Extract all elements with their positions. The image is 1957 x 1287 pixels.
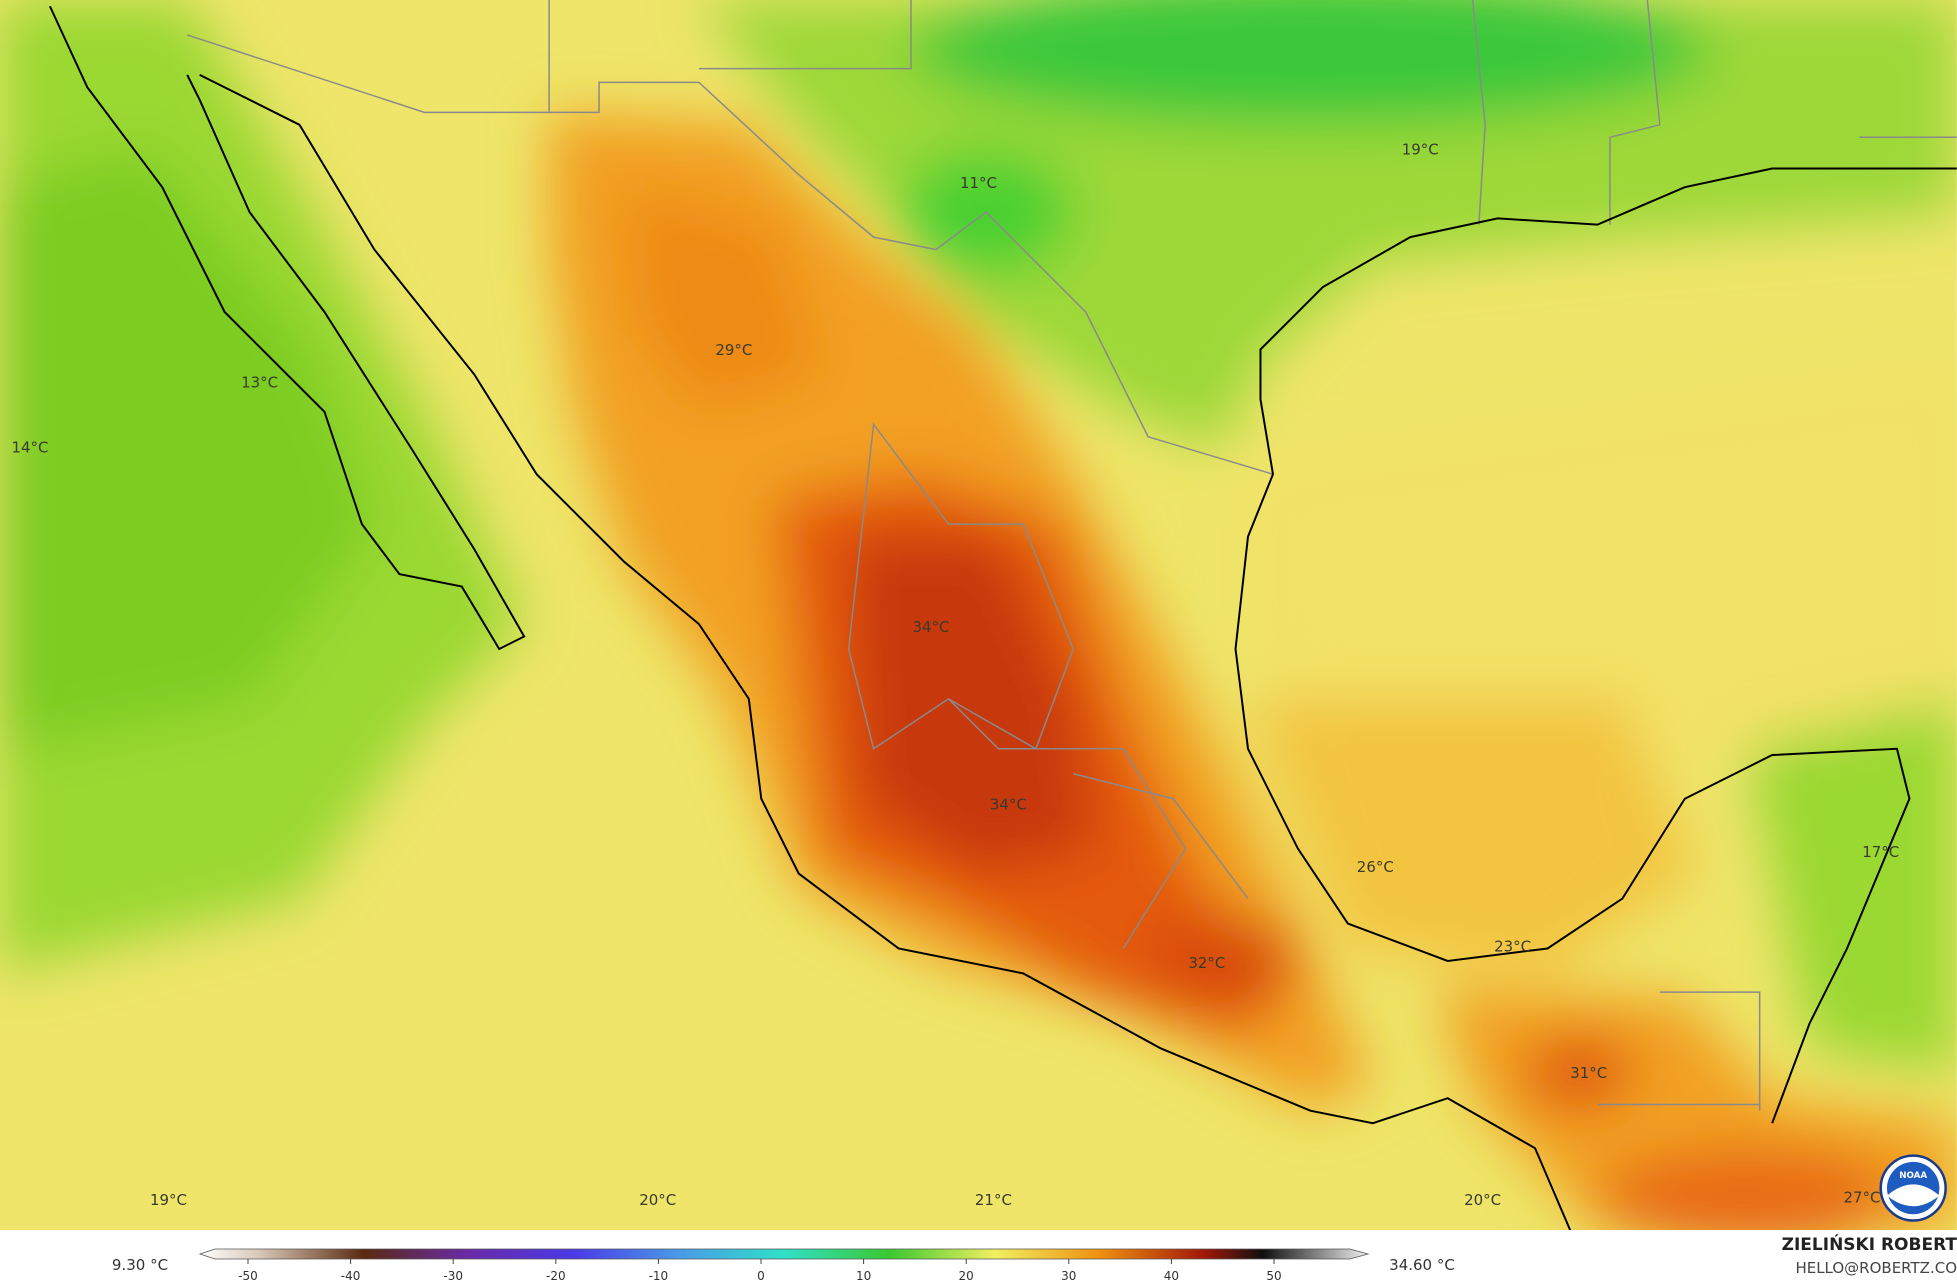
- temp-label: 19°C: [1402, 140, 1439, 158]
- temp-label: 11°C: [960, 174, 997, 192]
- temp-label: 29°C: [715, 341, 752, 359]
- temp-label: 34°C: [990, 795, 1027, 813]
- credit-name: ZIELIŃSKI ROBERT: [1782, 1233, 1957, 1255]
- colorbar-tick-label: 30: [1061, 1269, 1076, 1283]
- colorbar-tick-label: 10: [856, 1269, 871, 1283]
- colorbar-tick-label: 50: [1266, 1269, 1281, 1283]
- borders: [186, 0, 1957, 1111]
- temp-label: 23°C: [1494, 938, 1531, 956]
- colorbar-tick-label: -10: [649, 1269, 669, 1283]
- temp-label: 17°C: [1862, 843, 1899, 861]
- temp-label: 19°C: [150, 1191, 187, 1209]
- colorbar-ticks: -50 -40 -30 -20 -10 0 10 20 30 40 50: [238, 1259, 1282, 1283]
- temperature-field: [0, 0, 1957, 1231]
- colorbar-tick-label: 40: [1164, 1269, 1179, 1283]
- colorbar-tick-label: -20: [546, 1269, 566, 1283]
- map-area: 11°C 19°C 29°C 13°C 14°C 34°C 34°C 26°C 23°C 32°C…: [0, 0, 1957, 1231]
- temp-label: 21°C: [975, 1191, 1012, 1209]
- temp-label: 14°C: [11, 439, 48, 457]
- colorbar-tick-label: -50: [238, 1269, 258, 1283]
- coastline: [49, 5, 1957, 1231]
- colorbar-tick-label: -40: [341, 1269, 361, 1283]
- temp-label: 32°C: [1188, 954, 1225, 972]
- colorbar: [198, 1248, 1370, 1260]
- temp-label: 27°C: [1844, 1189, 1881, 1207]
- temperature-labels: 11°C 19°C 29°C 13°C 14°C 34°C 34°C 26°C 23°C 32°C…: [11, 140, 1899, 1209]
- temp-label: 34°C: [913, 618, 950, 636]
- max-label: 34.60 °C: [1389, 1256, 1455, 1274]
- temp-label: 13°C: [241, 374, 278, 392]
- credit-contact: HELLO@ROBERTZ.CO: [1795, 1259, 1957, 1277]
- temp-label: 31°C: [1570, 1064, 1607, 1082]
- temp-label: 20°C: [639, 1191, 676, 1209]
- logo-text: NOAA: [1899, 1171, 1927, 1181]
- colorbar-tick-label: -30: [443, 1269, 463, 1283]
- colorbar-tick-label: 0: [757, 1269, 765, 1283]
- temp-label: 20°C: [1464, 1191, 1501, 1209]
- noaa-logo: NOAA: [1879, 1154, 1947, 1222]
- colorbar-tick-label: 20: [959, 1269, 974, 1283]
- min-label: 9.30 °C: [112, 1256, 168, 1274]
- temp-label: 26°C: [1357, 858, 1394, 876]
